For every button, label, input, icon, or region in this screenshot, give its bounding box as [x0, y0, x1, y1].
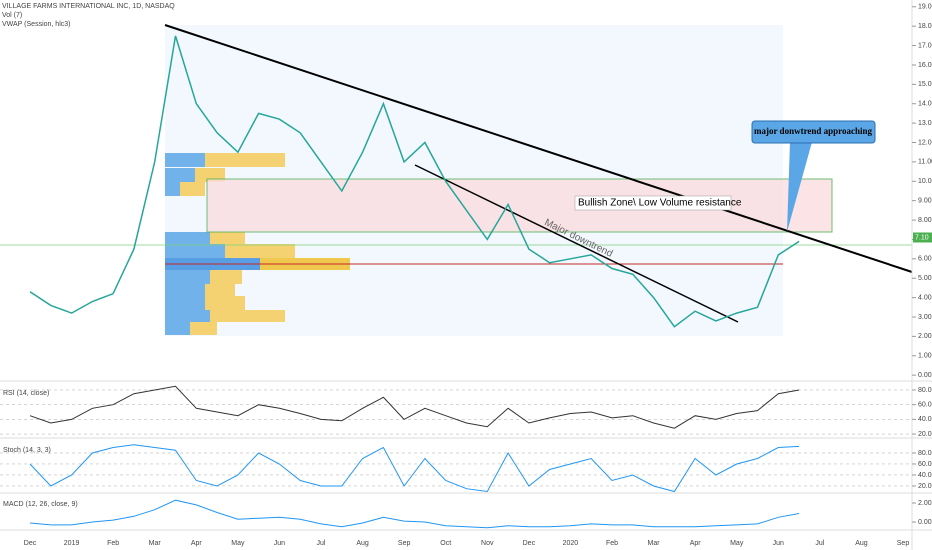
- callout-pointer: [787, 142, 812, 232]
- y-tick-label: 5.00: [918, 275, 932, 282]
- panel-title: RSI (14, close): [3, 390, 49, 397]
- x-tick-label: May: [730, 540, 744, 547]
- trendline: [414, 164, 739, 323]
- y-tick-label: 9.00: [918, 198, 932, 205]
- panel-title: MACD (12, 26, close, 9): [3, 501, 78, 508]
- trendline: [164, 24, 913, 273]
- series-line: [29, 385, 800, 429]
- x-tick-label: Jul: [815, 540, 824, 547]
- y-tick-label: 8.00: [918, 217, 932, 224]
- callout-text: major donwtrend approaching: [754, 126, 873, 136]
- y-tick-label: 2.00: [918, 500, 932, 507]
- x-tick-label: 2020: [563, 540, 579, 547]
- panel-title: Stoch (14, 3, 3): [3, 447, 51, 454]
- series-line: [29, 35, 800, 328]
- x-tick-label: 2019: [64, 540, 80, 547]
- y-tick-label: 20.00: [918, 483, 932, 490]
- chart-title: VILLAGE FARMS INTERNATIONAL INC, 1D, NAS…: [2, 3, 175, 10]
- y-tick-label: 17.00: [918, 42, 932, 49]
- y-tick-label: 16.00: [918, 62, 932, 69]
- x-tick-label: Sep: [897, 540, 910, 547]
- x-tick-label: Dec: [24, 540, 37, 547]
- indicator-label: Vol (7): [2, 12, 22, 19]
- y-tick-label: 19.00: [918, 4, 932, 11]
- series-line: [29, 444, 800, 493]
- y-tick-label: 1.00: [918, 353, 932, 360]
- y-tick-label: 80.00: [918, 450, 932, 457]
- x-tick-label: Sep: [398, 540, 411, 547]
- series-line: [29, 499, 800, 529]
- y-tick-label: 15.00: [918, 81, 932, 88]
- indicator-label: VWAP (Session, hlc3): [2, 21, 70, 28]
- y-tick-label: 40.00: [918, 472, 932, 479]
- y-tick-label: 60.00: [918, 402, 932, 409]
- x-tick-label: Oct: [440, 540, 451, 547]
- x-tick-label: Feb: [606, 540, 618, 547]
- y-tick-label: 0.00: [918, 519, 932, 526]
- x-tick-label: Jun: [773, 540, 784, 547]
- price-tag: [913, 232, 932, 243]
- x-tick-label: May: [231, 540, 245, 547]
- y-tick-label: 20.00: [918, 431, 932, 438]
- callout: [751, 120, 876, 144]
- y-tick-label: 0.00: [918, 372, 932, 379]
- y-tick-label: 4.00: [918, 294, 932, 301]
- x-tick-label: Nov: [481, 540, 494, 547]
- x-tick-label: Feb: [107, 540, 119, 547]
- y-tick-label: 10.00: [918, 178, 932, 185]
- x-tick-label: Mar: [648, 540, 661, 547]
- y-tick-label: 14.00: [918, 101, 932, 108]
- y-tick-label: 13.00: [918, 120, 932, 127]
- y-tick-label: 3.00: [918, 314, 932, 321]
- price-tag-label: 7.10: [915, 234, 929, 241]
- x-tick-label: Mar: [149, 540, 162, 547]
- y-tick-label: 2.00: [918, 333, 932, 340]
- zone-label-box: [574, 195, 732, 211]
- x-tick-label: Dec: [523, 540, 536, 547]
- y-tick-label: 80.00: [918, 387, 932, 394]
- x-tick-label: Aug: [855, 540, 868, 547]
- y-tick-label: 6.00: [918, 256, 932, 263]
- x-tick-label: Apr: [191, 540, 203, 547]
- x-tick-label: Aug: [356, 540, 369, 547]
- y-tick-label: 60.00: [918, 461, 932, 468]
- zone-label: Bullish Zone\ Low Volume resistance: [578, 198, 742, 209]
- y-tick-label: 40.00: [918, 416, 932, 423]
- y-tick-label: 12.00: [918, 139, 932, 146]
- x-tick-label: Apr: [690, 540, 702, 547]
- y-tick-label: 18.00: [918, 23, 932, 30]
- x-tick-label: Jul: [317, 540, 326, 547]
- y-tick-label: 11.00: [918, 159, 932, 166]
- x-tick-label: Jun: [274, 540, 285, 547]
